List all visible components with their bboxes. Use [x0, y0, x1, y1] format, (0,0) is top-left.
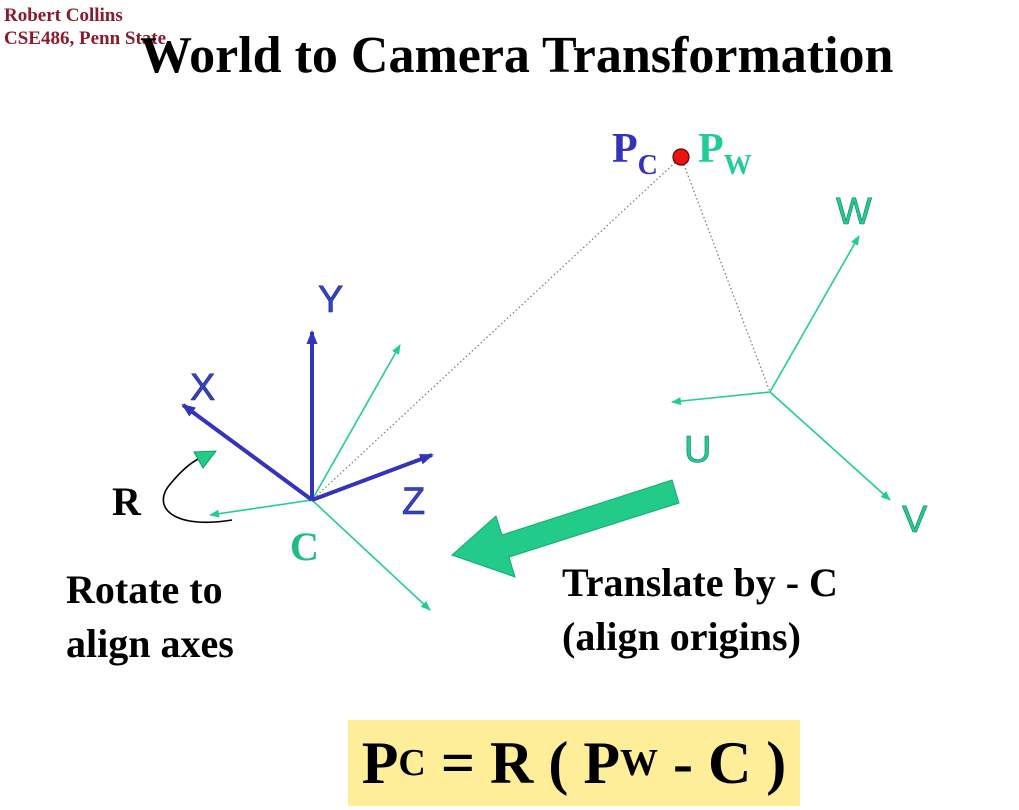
point-world-label: PW [698, 126, 752, 181]
rotation-arrowhead [193, 450, 218, 469]
camera-origin-label: C [290, 524, 319, 569]
course-name: CSE486, Penn State [4, 28, 167, 49]
point-p: PC PW [612, 126, 752, 181]
point-camera-label: PC [612, 126, 658, 181]
point-to-camera-origin-line [311, 156, 682, 501]
formula-pw-sub: W [619, 742, 658, 784]
point-camera-p: P [612, 126, 638, 172]
rotation-arc [162, 457, 233, 524]
point-world-sub: W [724, 150, 752, 181]
point-camera-sub: C [638, 150, 658, 181]
formula-pw: P [583, 729, 620, 796]
rotation-caption: Rotate to align axes [66, 563, 234, 671]
aligned-axis-u [209, 499, 313, 518]
aligned-world-axes [209, 344, 431, 611]
rotation-label: R [112, 479, 142, 524]
camera-axis-x [181, 403, 314, 502]
point-marker [672, 148, 690, 166]
world-frame: W U V [671, 191, 928, 541]
aligned-axis-w [311, 344, 401, 501]
rotation-caption-line1: Rotate to [66, 567, 223, 612]
point-to-world-origin-line [680, 156, 771, 393]
translation-caption-line1: Translate by - C [562, 560, 838, 605]
formula-rest: - C ) [657, 729, 787, 796]
world-axis-u-label: U [684, 429, 711, 471]
camera-axis-z [311, 453, 434, 502]
translation-caption: Translate by - C (align origins) [562, 556, 838, 664]
translation-caption-line2: (align origins) [562, 614, 801, 659]
formula-eq: = R ( [425, 729, 584, 796]
world-axis-v-label: V [902, 499, 928, 541]
formula-lhs: P [361, 729, 399, 796]
camera-frame: Y X Z C [181, 279, 434, 569]
world-axis-w [769, 235, 860, 393]
camera-axis-z-label: Z [402, 481, 425, 523]
camera-axis-x-label: X [190, 367, 215, 409]
world-axis-w-label: W [836, 191, 872, 233]
aligned-axis-v [311, 499, 431, 611]
camera-axis-y-label: Y [318, 279, 343, 321]
world-axis-v [769, 391, 891, 501]
formula-lhs-sub: C [398, 742, 426, 784]
point-world-p: P [698, 126, 724, 172]
author-credit: Robert Collins CSE486, Penn State [4, 4, 166, 50]
author-name: Robert Collins [4, 5, 123, 26]
rotation-caption-line2: align axes [66, 621, 234, 666]
translation-arrow [451, 479, 680, 578]
slide-title: World to Camera Transformation [140, 27, 894, 84]
rotation-indicator: R [112, 450, 233, 524]
world-axis-u [671, 391, 771, 406]
